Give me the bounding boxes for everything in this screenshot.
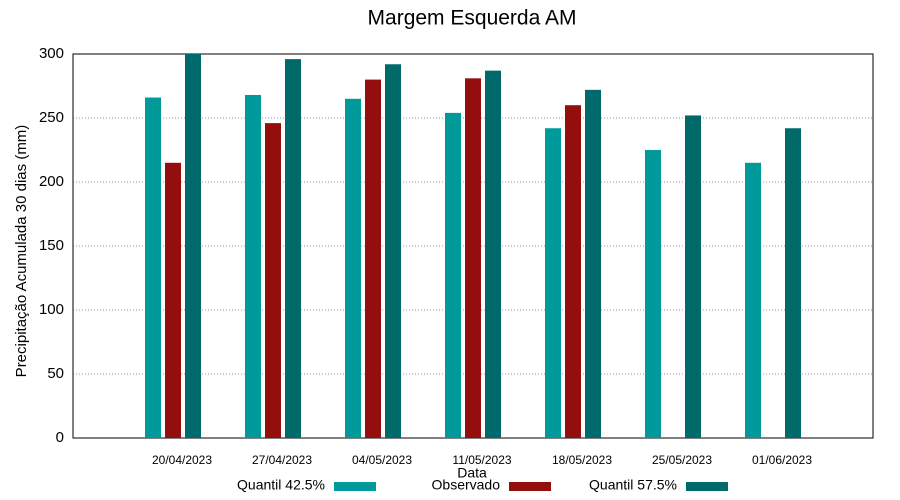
y-tick-label: 0 bbox=[56, 429, 64, 446]
chart-title: Margem Esquerda AM bbox=[368, 7, 577, 30]
bar bbox=[545, 128, 561, 439]
legend-swatch bbox=[686, 482, 728, 491]
y-tick-label: 150 bbox=[39, 237, 64, 254]
bar bbox=[245, 94, 261, 439]
x-tick-label: 04/05/2023 bbox=[352, 453, 412, 467]
bar bbox=[445, 112, 461, 438]
bar bbox=[465, 78, 481, 438]
y-tick-label: 200 bbox=[39, 173, 64, 190]
x-tick-label: 01/06/2023 bbox=[752, 453, 812, 467]
y-tick-label: 300 bbox=[39, 45, 64, 62]
y-tick-label: 250 bbox=[39, 109, 64, 126]
x-tick-label: 18/05/2023 bbox=[552, 453, 612, 467]
bar bbox=[745, 162, 761, 439]
bar bbox=[285, 59, 301, 439]
bar bbox=[485, 70, 501, 438]
y-axis-label: Precipitação Acumulada 30 dias (mm) bbox=[13, 125, 30, 378]
bar bbox=[645, 150, 661, 438]
bar bbox=[185, 54, 201, 438]
bar bbox=[585, 89, 601, 438]
x-tick-label: 20/04/2023 bbox=[152, 453, 212, 467]
bar bbox=[685, 115, 701, 438]
bar bbox=[145, 97, 161, 439]
y-tick-label: 100 bbox=[39, 301, 64, 318]
x-axis-label: Data bbox=[457, 465, 487, 481]
bar bbox=[385, 64, 401, 439]
bar bbox=[345, 98, 361, 439]
bar bbox=[365, 79, 381, 438]
y-tick-label: 50 bbox=[47, 365, 64, 382]
legend-label: Quantil 42.5% bbox=[237, 477, 325, 493]
bar bbox=[785, 128, 801, 439]
x-tick-label: 25/05/2023 bbox=[652, 453, 712, 467]
legend-swatch bbox=[509, 482, 551, 491]
legend-label: Observado bbox=[432, 477, 501, 493]
bar bbox=[565, 105, 581, 438]
legend-swatch bbox=[334, 482, 376, 491]
x-tick-label: 11/05/2023 bbox=[452, 453, 511, 467]
legend-label: Quantil 57.5% bbox=[589, 477, 677, 493]
bar bbox=[265, 123, 281, 439]
x-tick-label: 27/04/2023 bbox=[252, 453, 312, 467]
bar bbox=[165, 162, 181, 439]
